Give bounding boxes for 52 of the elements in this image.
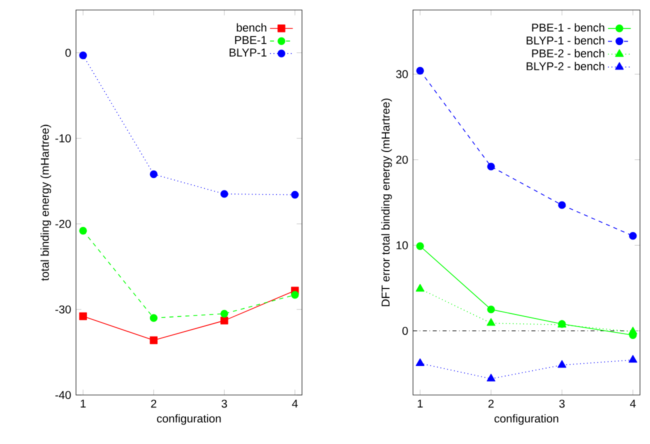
point [486, 374, 496, 382]
point [150, 314, 158, 322]
point [486, 318, 496, 326]
point [79, 226, 87, 235]
point [558, 201, 566, 209]
y-tick-label: -10 [55, 134, 71, 142]
y-tick-label: -20 [55, 220, 71, 228]
y-tick-label: -30 [55, 305, 71, 314]
point [558, 360, 566, 368]
point [220, 190, 228, 198]
point [628, 326, 638, 334]
point [416, 284, 424, 292]
point [487, 306, 495, 314]
y-axis-title: DFT error total binding energy (mHartree) [381, 98, 392, 306]
point [628, 354, 638, 363]
x-tick-label: 2 [151, 400, 156, 408]
point [416, 66, 424, 75]
legend-label: BLYP-1 [230, 48, 266, 56]
y-tick-label: -40 [55, 390, 71, 400]
y-tick-label: 30 [396, 70, 408, 78]
point [220, 310, 228, 318]
legend-label: PBE-2 - bench [532, 49, 604, 58]
point [416, 358, 424, 366]
point [629, 232, 637, 240]
point [150, 170, 158, 178]
legend-label: BLYP-1 - bench [526, 36, 604, 44]
x-axis-title: configuration [494, 414, 558, 425]
x-axis-title: configuration [157, 414, 221, 425]
point [291, 291, 299, 299]
point [220, 316, 228, 324]
point [79, 51, 87, 60]
legend-label: PBE-1 [235, 36, 266, 44]
point [487, 162, 495, 170]
x-tick-label: 1 [418, 400, 423, 408]
x-tick-label: 4 [292, 400, 298, 408]
x-tick-label: 2 [488, 400, 494, 408]
x-tick-label: 1 [80, 400, 86, 408]
x-tick-label: 3 [222, 400, 227, 408]
y-axis-title: total binding energy (mHartree) [40, 124, 52, 281]
legend-label: PBE-1 - bench [532, 23, 604, 32]
legend-label: BLYP-2 - bench [526, 62, 604, 70]
point [79, 312, 87, 320]
y-tick-label: 10 [396, 241, 408, 250]
point [291, 190, 299, 199]
point [416, 242, 424, 250]
y-tick-label: 20 [396, 156, 408, 164]
legend-label: bench [236, 23, 266, 32]
x-tick-label: 3 [559, 400, 565, 408]
y-tick-label: 0 [65, 48, 71, 57]
y-tick-label: 0 [402, 326, 408, 335]
point [150, 336, 158, 344]
x-tick-label: 4 [630, 400, 636, 408]
